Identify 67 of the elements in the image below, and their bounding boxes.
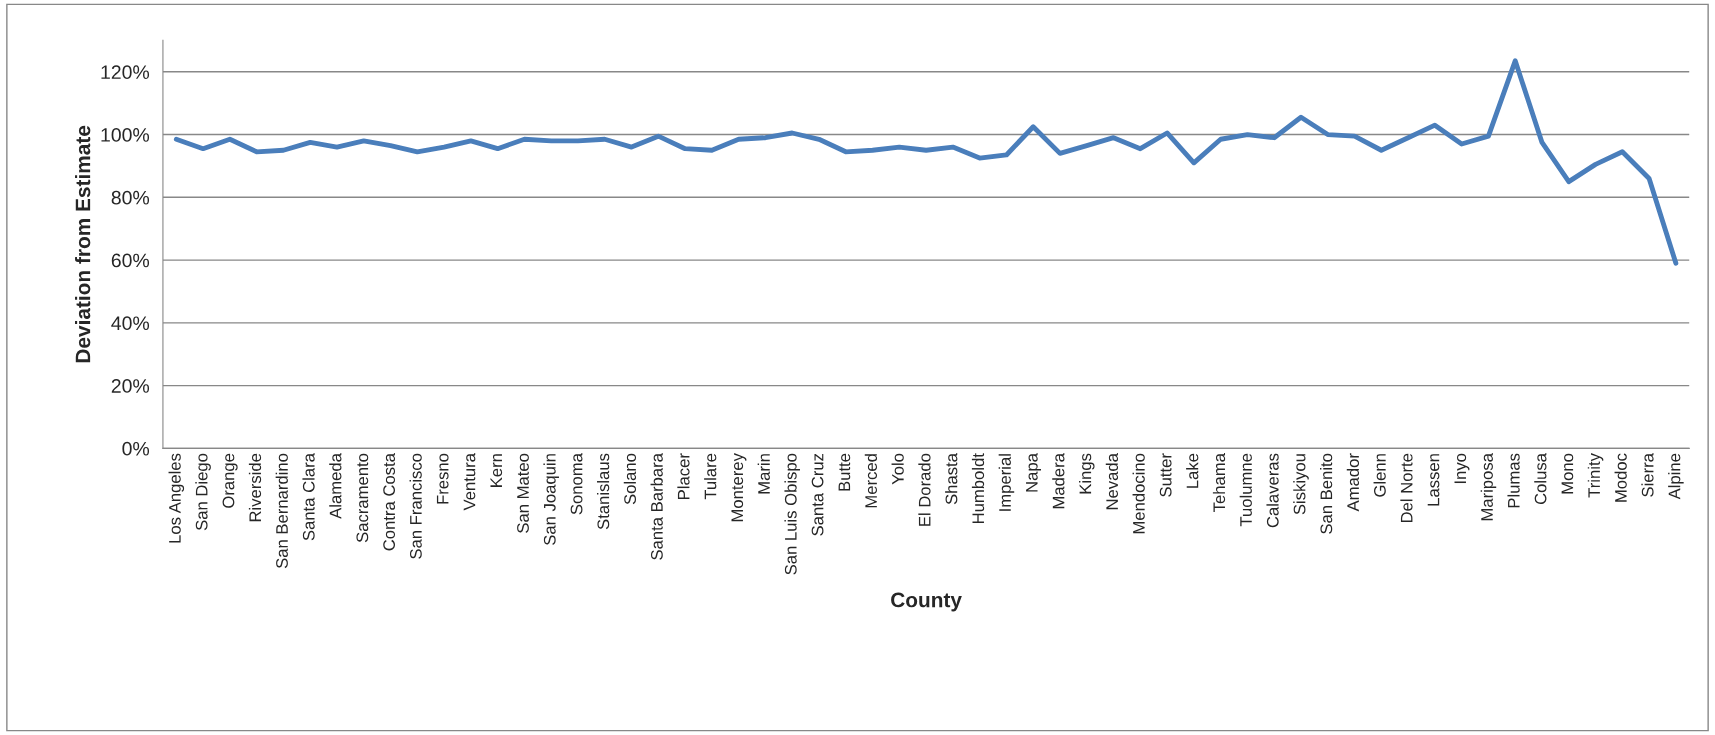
x-tick-label: Mariposa <box>1480 453 1497 521</box>
x-tick-label: Placer <box>677 453 690 499</box>
y-tick-label: 100% <box>101 128 150 142</box>
x-tick-label: Trinity <box>1587 453 1604 498</box>
x-tick-label: Yolo <box>891 453 904 485</box>
x-tick-label: Alpine <box>1668 453 1684 500</box>
x-tick-label: Contra Costa <box>383 453 396 551</box>
x-tick-label: San Mateo <box>517 453 529 533</box>
x-tick-label: Inyo <box>1454 453 1470 484</box>
y-tick-label: 0% <box>122 441 150 456</box>
x-tick-label: Monterey <box>731 453 747 522</box>
x-tick-label: Siskiyou <box>1293 454 1309 515</box>
x-tick-label: Sonoma <box>570 453 583 515</box>
y-tick-label: 80% <box>111 190 150 205</box>
x-tick-label: Mono <box>1561 453 1574 494</box>
x-axis-title: County <box>891 592 962 612</box>
y-tick-label: 20% <box>111 379 150 393</box>
x-tick-label: Humboldt <box>971 453 985 524</box>
x-tick-label: Kern <box>490 454 503 487</box>
x-tick-label: Calaveras <box>1266 453 1279 528</box>
x-tick-label: Modoc <box>1614 453 1627 502</box>
x-tick-label: Ventura <box>463 453 476 511</box>
x-tick-label: Colusa <box>1534 453 1547 505</box>
x-tick-label: Kings <box>1079 453 1095 494</box>
x-tick-label: Sacramento <box>356 453 369 543</box>
x-tick-label: Plumas <box>1507 453 1520 508</box>
x-tick-label: Mendocino <box>1132 453 1145 534</box>
x-tick-label: Tuolumne <box>1239 453 1252 527</box>
x-tick-label: Santa Cruz <box>811 453 824 536</box>
x-tick-label: Alameda <box>329 453 342 519</box>
y-tick-label: 60% <box>111 253 150 268</box>
x-tick-label: Butte <box>838 453 851 491</box>
x-tick-label: Santa Clara <box>302 453 315 541</box>
x-tick-label: San Bernardino <box>275 453 288 569</box>
x-tick-label: Fresno <box>436 453 449 504</box>
x-tick-label: Stanislaus <box>596 453 610 530</box>
y-axis-title: Deviation from Estimate <box>75 125 91 363</box>
x-tick-label: Sierra <box>1641 453 1654 497</box>
x-tick-label: Napa <box>1026 453 1041 492</box>
x-tick-label: Glenn <box>1373 454 1386 497</box>
x-tick-label: San Francisco <box>409 453 422 559</box>
x-tick-label: Lake <box>1186 453 1199 488</box>
x-tick-label: Riverside <box>248 453 262 522</box>
x-tick-label: Marin <box>757 454 770 494</box>
x-tick-label: Lassen <box>1427 454 1440 506</box>
x-tick-label: Del Norte <box>1400 453 1413 523</box>
x-tick-label: Shasta <box>945 453 958 505</box>
x-tick-label: San Luis Obispo <box>784 453 800 575</box>
x-tick-label: Imperial <box>998 454 1015 511</box>
x-tick-label: Nevada <box>1105 453 1119 510</box>
x-tick-label: San Joaquin <box>543 454 559 545</box>
x-tick-label: Orange <box>222 453 238 508</box>
y-tick-label: 120% <box>101 65 150 80</box>
x-tick-label: San Benito <box>1320 453 1333 534</box>
x-tick-label: Tulare <box>704 453 717 500</box>
x-tick-label: San Diego <box>195 453 211 531</box>
line-series <box>173 58 1679 266</box>
x-tick-label: El Dorado <box>918 453 931 526</box>
x-tick-label: Solano <box>623 453 637 505</box>
x-tick-label: Sutter <box>1159 453 1172 497</box>
y-tick-label: 40% <box>111 316 150 331</box>
x-tick-label: Santa Barbara <box>650 453 663 560</box>
x-tick-label: Tehama <box>1212 453 1226 512</box>
x-tick-label: Amador <box>1346 453 1360 512</box>
x-tick-label: Merced <box>864 454 878 508</box>
x-tick-label: Los Angeles <box>168 453 185 543</box>
x-tick-label: Madera <box>1052 453 1065 509</box>
